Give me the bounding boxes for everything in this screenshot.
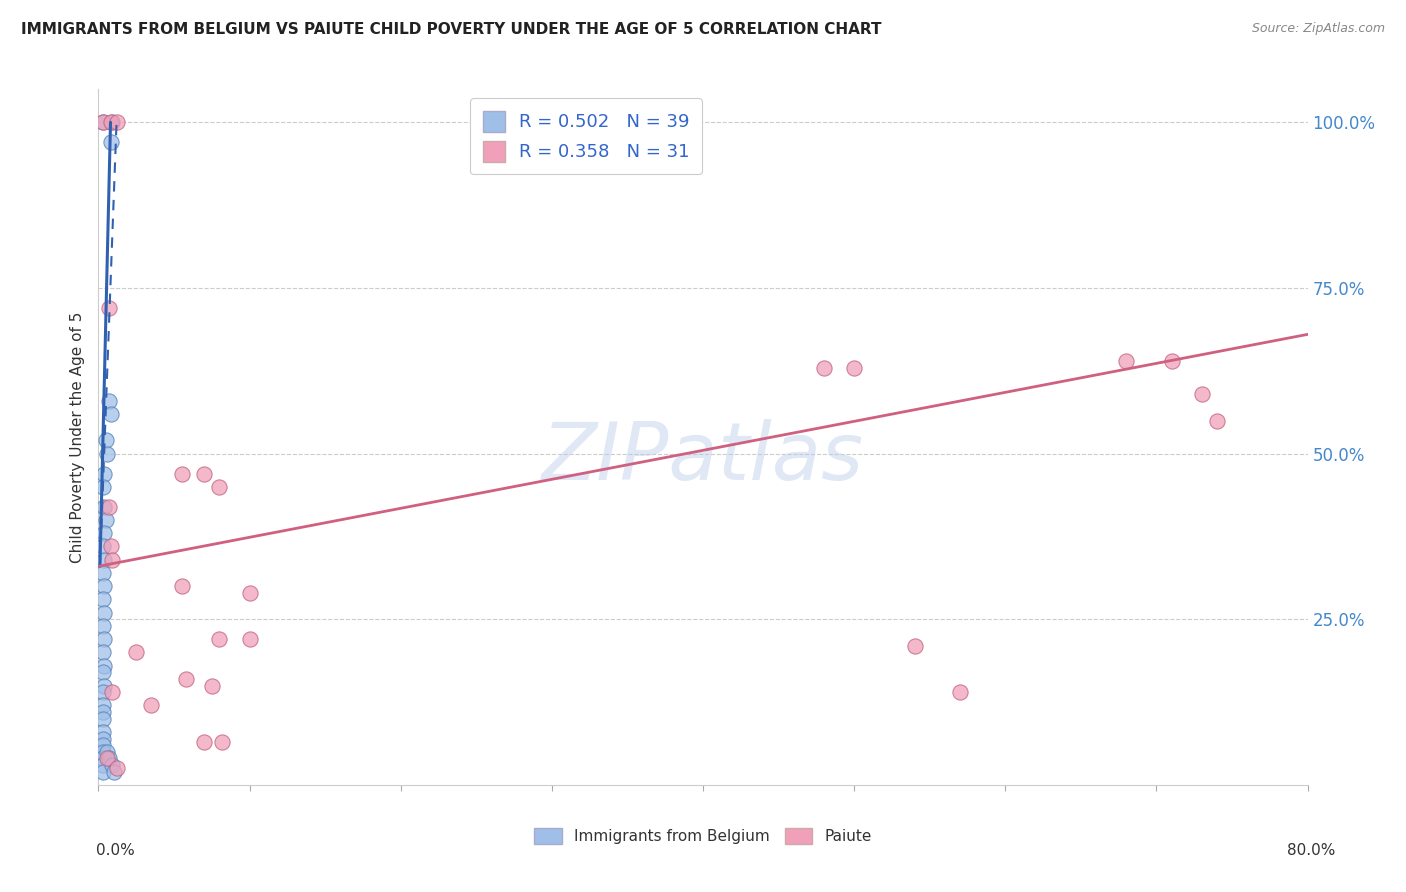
Point <box>91 592 114 607</box>
Text: Source: ZipAtlas.com: Source: ZipAtlas.com <box>1251 22 1385 36</box>
Point <box>94 513 117 527</box>
Point <box>91 698 114 713</box>
Point <box>101 685 124 699</box>
Point <box>193 735 215 749</box>
Point <box>101 552 124 566</box>
Point <box>91 115 114 129</box>
Point <box>98 301 121 315</box>
Point <box>174 672 197 686</box>
Point <box>91 764 114 779</box>
Point <box>141 698 163 713</box>
Point <box>91 685 114 699</box>
Point <box>96 751 118 765</box>
Legend: Immigrants from Belgium, Paiute: Immigrants from Belgium, Paiute <box>529 822 877 850</box>
Text: ZIPatlas: ZIPatlas <box>541 419 865 497</box>
Text: 80.0%: 80.0% <box>1288 843 1336 858</box>
Point <box>93 552 115 566</box>
Point <box>91 115 114 129</box>
Point <box>100 407 122 421</box>
Point <box>239 632 262 647</box>
Point <box>96 447 118 461</box>
Point <box>904 639 927 653</box>
Point <box>91 751 114 765</box>
Point <box>93 632 115 647</box>
Point <box>91 665 114 680</box>
Point <box>91 712 114 726</box>
Text: IMMIGRANTS FROM BELGIUM VS PAIUTE CHILD POVERTY UNDER THE AGE OF 5 CORRELATION C: IMMIGRANTS FROM BELGIUM VS PAIUTE CHILD … <box>21 22 882 37</box>
Point <box>91 745 114 759</box>
Point <box>813 360 835 375</box>
Point <box>91 725 114 739</box>
Point <box>105 115 128 129</box>
Point <box>98 393 121 408</box>
Point <box>239 586 262 600</box>
Point <box>93 579 115 593</box>
Point <box>208 480 231 494</box>
Point <box>98 500 121 514</box>
Point <box>201 679 224 693</box>
Point <box>844 360 866 375</box>
Point <box>170 467 193 481</box>
Point <box>93 500 115 514</box>
Point <box>94 434 117 448</box>
Point <box>1115 354 1137 368</box>
Point <box>193 467 215 481</box>
Point <box>103 764 125 779</box>
Point <box>93 658 115 673</box>
Legend: R = 0.502   N = 39, R = 0.358   N = 31: R = 0.502 N = 39, R = 0.358 N = 31 <box>470 98 702 174</box>
Point <box>100 115 122 129</box>
Point <box>91 731 114 746</box>
Point <box>98 751 121 765</box>
Point <box>101 115 124 129</box>
Point <box>91 758 114 772</box>
Point <box>101 758 124 772</box>
Point <box>91 645 114 659</box>
Point <box>1206 413 1229 427</box>
Point <box>91 619 114 633</box>
Point <box>91 540 114 554</box>
Point <box>949 685 972 699</box>
Point <box>1191 387 1213 401</box>
Point <box>1160 354 1182 368</box>
Point <box>125 645 148 659</box>
Point <box>170 579 193 593</box>
Point <box>93 679 115 693</box>
Point <box>91 738 114 752</box>
Point <box>93 467 115 481</box>
Point <box>91 566 114 580</box>
Point <box>93 526 115 541</box>
Text: 0.0%: 0.0% <box>96 843 135 858</box>
Point <box>105 761 128 775</box>
Point <box>208 632 231 647</box>
Point <box>91 480 114 494</box>
Point <box>96 745 118 759</box>
Y-axis label: Child Poverty Under the Age of 5: Child Poverty Under the Age of 5 <box>69 311 84 563</box>
Point <box>211 735 233 749</box>
Point <box>91 705 114 719</box>
Point <box>100 540 122 554</box>
Point <box>93 606 115 620</box>
Point <box>100 135 122 149</box>
